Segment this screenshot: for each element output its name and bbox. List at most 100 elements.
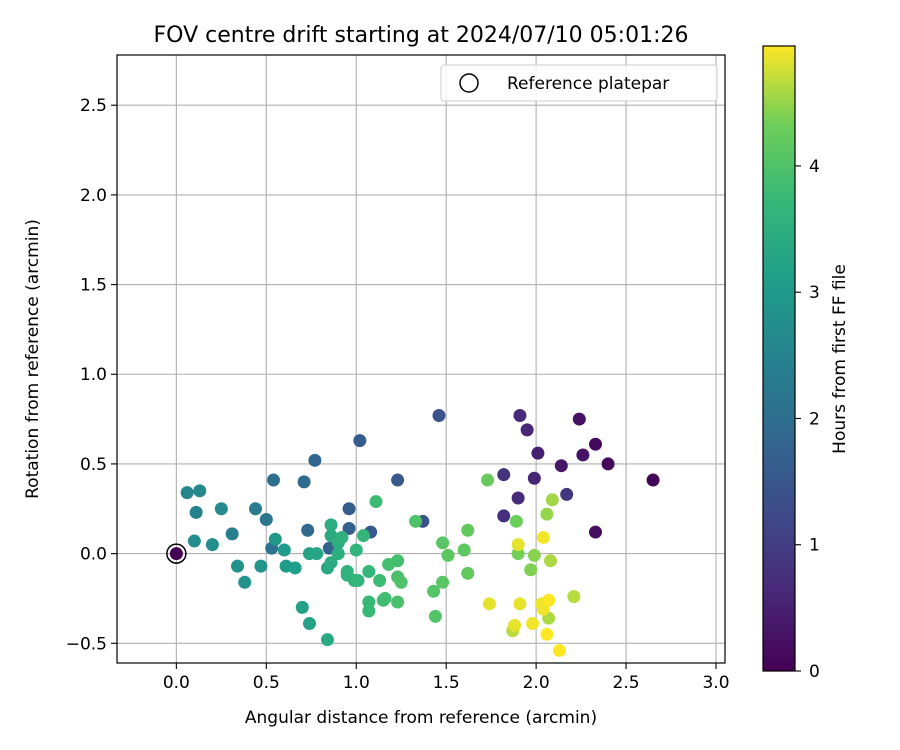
data-points <box>180 408 660 657</box>
data-point <box>511 547 525 561</box>
y-tick-label: 2.0 <box>80 186 107 206</box>
data-point <box>394 575 408 589</box>
plot-frame <box>116 54 726 664</box>
data-point <box>432 408 446 422</box>
data-point <box>180 486 194 500</box>
data-point <box>295 600 309 614</box>
data-point <box>588 437 602 451</box>
data-point <box>542 593 556 607</box>
colorbar-tick-label: 2 <box>809 409 820 429</box>
data-point <box>511 491 525 505</box>
reference-point-layer <box>166 543 187 564</box>
data-point <box>513 597 527 611</box>
legend: Reference platepar <box>440 64 718 102</box>
data-point <box>349 543 363 557</box>
data-point <box>540 627 554 641</box>
data-point <box>540 507 554 521</box>
data-point <box>187 534 201 548</box>
data-point <box>427 584 441 598</box>
data-point <box>268 532 282 546</box>
colorbar-ticks: 0 1 2 3 4 <box>795 157 820 682</box>
data-point <box>409 514 423 528</box>
data-point <box>461 523 475 537</box>
colorbar-tick-label: 4 <box>809 157 820 177</box>
data-point <box>238 575 252 589</box>
data-point <box>331 547 345 561</box>
data-point <box>205 538 219 552</box>
data-point <box>324 518 338 532</box>
data-point <box>301 523 315 537</box>
data-point <box>362 604 376 618</box>
data-point <box>511 538 525 552</box>
data-point <box>378 591 392 605</box>
data-point <box>567 590 581 604</box>
colorbar-tick-label: 0 <box>809 662 820 682</box>
data-point <box>249 502 263 516</box>
data-point <box>527 548 541 562</box>
data-point <box>351 573 365 587</box>
x-tick-label: 1.0 <box>343 673 370 693</box>
data-point <box>362 565 376 579</box>
x-tick-label: 1.5 <box>433 673 460 693</box>
data-point <box>369 495 383 509</box>
data-point <box>554 459 568 473</box>
y-axis-ticks: −0.5 0.0 0.5 1.0 1.5 2.0 2.5 <box>66 96 117 654</box>
data-point <box>441 548 455 562</box>
data-point <box>373 573 387 587</box>
data-point <box>560 487 574 501</box>
data-point <box>356 529 370 543</box>
reference-point-marker <box>166 543 187 564</box>
colorbar-gradient <box>762 45 796 672</box>
data-point <box>545 493 559 507</box>
data-point <box>193 484 207 498</box>
data-point <box>509 514 523 528</box>
data-point <box>508 618 522 632</box>
data-point <box>544 554 558 568</box>
data-point <box>288 561 302 575</box>
data-point <box>254 559 268 573</box>
data-point <box>277 543 291 557</box>
grid <box>117 55 725 663</box>
data-point <box>266 473 280 487</box>
data-point <box>320 633 334 647</box>
x-tick-label: 2.5 <box>613 673 640 693</box>
y-axis-label: Rotation from reference (arcmin) <box>23 219 43 499</box>
x-axis-label: Angular distance from reference (arcmin) <box>245 708 597 728</box>
data-point <box>520 423 534 437</box>
data-point <box>308 453 322 467</box>
y-tick-label: 1.5 <box>80 276 107 296</box>
data-point <box>214 502 228 516</box>
data-point <box>436 536 450 550</box>
data-point <box>342 502 356 516</box>
reference-point-dot <box>169 547 183 561</box>
data-point <box>576 448 590 462</box>
data-point <box>297 475 311 489</box>
data-point <box>482 597 496 611</box>
data-point <box>588 525 602 539</box>
data-point <box>461 566 475 580</box>
data-point <box>302 617 316 631</box>
legend-entry-reference-platepar: Reference platepar <box>507 74 669 94</box>
y-tick-label: 1.0 <box>80 365 107 385</box>
data-point <box>225 527 239 541</box>
data-point <box>497 468 511 482</box>
colorbar-tick-label: 3 <box>809 283 820 303</box>
data-point <box>497 509 511 523</box>
data-point <box>513 408 527 422</box>
data-point <box>646 473 660 487</box>
data-point <box>335 530 349 544</box>
data-point <box>353 434 367 448</box>
chart-title: FOV centre drift starting at 2024/07/10 … <box>154 23 689 48</box>
colorbar: 0 1 2 3 4 Hours from first FF file <box>762 45 850 682</box>
data-point <box>259 513 273 527</box>
y-tick-label: −0.5 <box>66 634 107 654</box>
legend-marker-icon <box>459 73 479 93</box>
x-tick-label: 2.0 <box>523 673 550 693</box>
colorbar-label: Hours from first FF file <box>830 264 850 454</box>
data-point <box>189 505 203 519</box>
data-point <box>531 446 545 460</box>
data-point <box>553 643 567 657</box>
legend-box <box>440 64 718 102</box>
y-tick-label: 0.5 <box>80 455 107 475</box>
